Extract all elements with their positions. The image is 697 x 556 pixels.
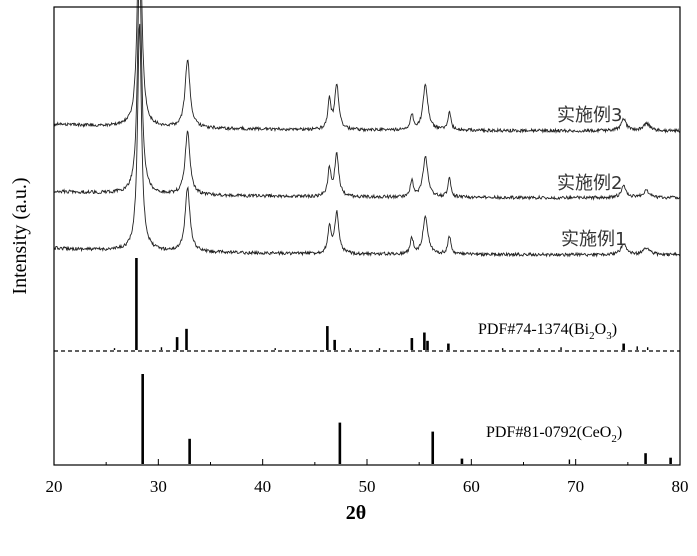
y-axis-title: Intensity (a.u.) xyxy=(9,177,31,294)
series-label-3: 实施例3 xyxy=(557,105,622,126)
series-line-1 xyxy=(54,24,680,256)
x-tick-label: 20 xyxy=(46,477,63,496)
x-tick-label: 60 xyxy=(463,477,480,496)
series-label-1: 实施例1 xyxy=(561,229,626,250)
x-tick-label: 80 xyxy=(672,477,689,496)
series-layer xyxy=(54,0,680,256)
reference-label-bi2o3: PDF#74-1374(Bi2O3) xyxy=(478,321,617,342)
x-tick-label: 30 xyxy=(150,477,167,496)
reference-label-ceo2: PDF#81-0792(CeO2) xyxy=(486,424,622,445)
series-label-2: 实施例2 xyxy=(557,173,622,194)
x-axis-title: 2θ xyxy=(346,502,366,524)
x-tick-label: 40 xyxy=(254,477,271,496)
series-line-2 xyxy=(54,0,680,199)
x-tick-label: 70 xyxy=(567,477,584,496)
x-tick-label: 50 xyxy=(359,477,376,496)
